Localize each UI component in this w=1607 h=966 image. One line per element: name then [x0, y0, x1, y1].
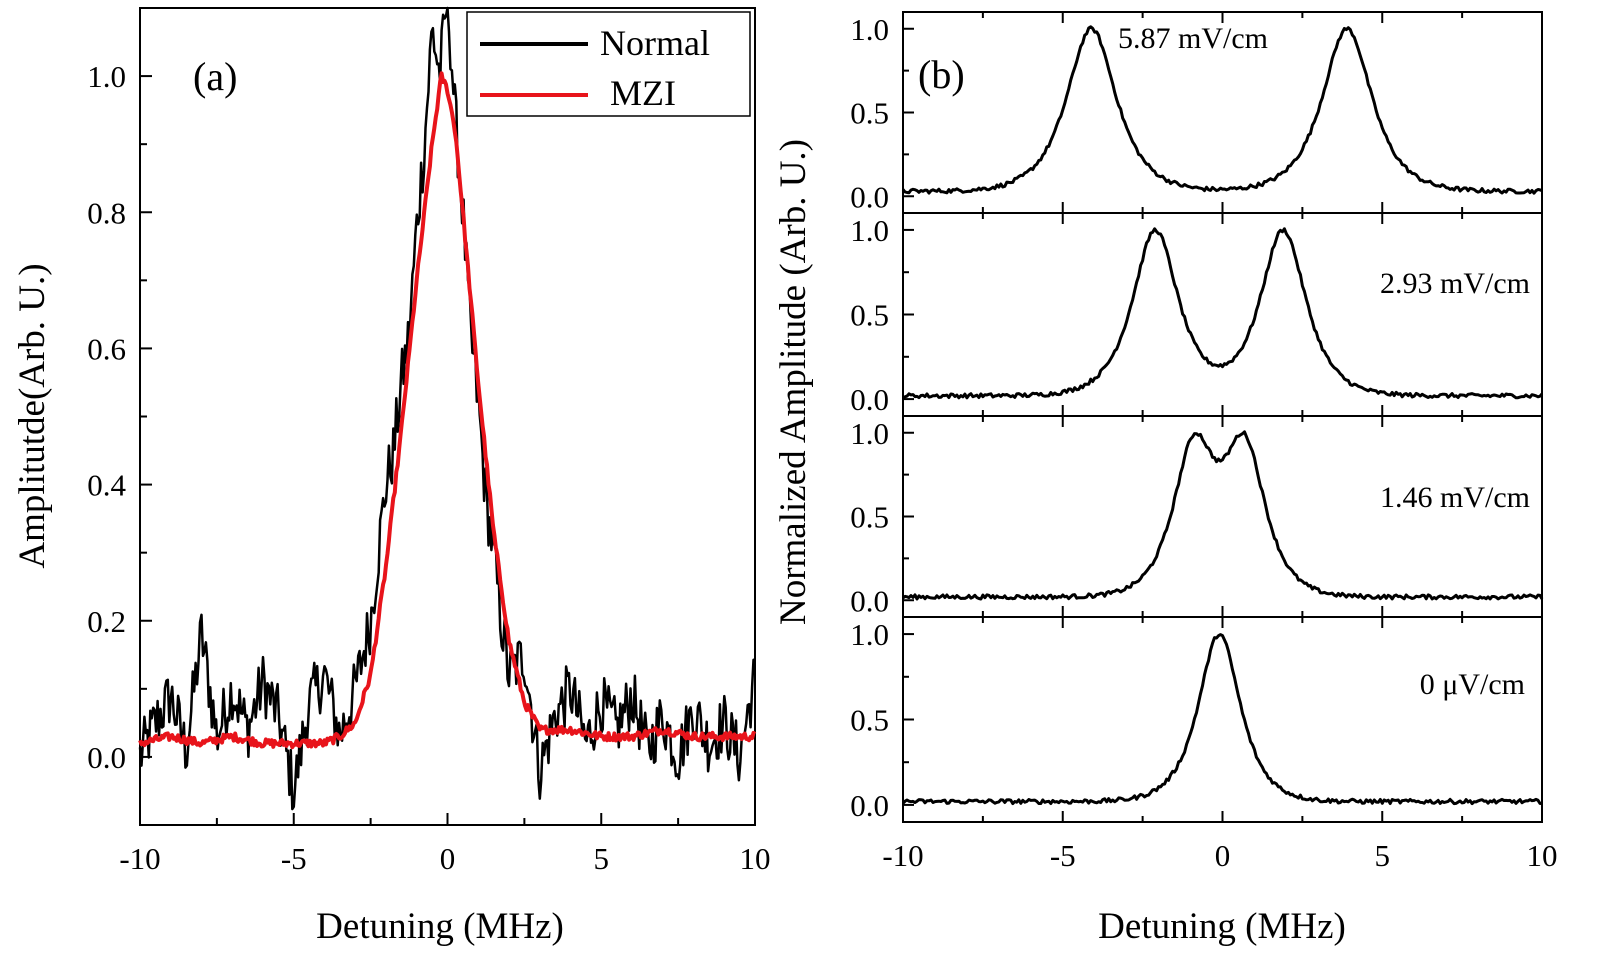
panel-b-subplot: 0.0 0.5 1.0 5.87 mV/cm	[850, 11, 1543, 214]
panel-b-chart: 0.00.51.0 5.87 mV/cm0.00.51.02.93 mV/cm0.…	[773, 11, 1558, 947]
panel-b-y-tick-label: 0.0	[850, 583, 889, 618]
panel-a-x-tick-label: 0	[440, 841, 456, 876]
panel-a-x-tick-label: -5	[281, 841, 307, 876]
panel-a-label: (a)	[193, 54, 237, 99]
legend-normal-label: Normal	[600, 23, 710, 63]
panel-b-x-tick-label: -10	[882, 838, 923, 873]
panel-b-x-tick-label: 0	[1215, 838, 1231, 873]
panel-a-legend: Normal MZI	[466, 11, 751, 117]
panel-a-y-axis-label: Amplitutde(Arb. U.)	[12, 263, 53, 568]
panel-a-lines	[138, 6, 757, 811]
panel-b-x-axis-label: Detuning (MHz)	[1098, 906, 1346, 947]
panel-b-y-tick-label: 1.0	[850, 617, 889, 652]
panel-b-subplot-frame	[902, 212, 1543, 417]
panel-b-subplot-frame	[902, 415, 1543, 618]
panel-a-chart: -10 -5 0 5 10 0.0 0.2 0.4 0.6 0.8 1.0 (a) Detuning…	[12, 6, 771, 947]
panel-b-y-tick-label: 1.0	[850, 213, 889, 248]
panel-b-label: (b)	[918, 52, 965, 97]
panel-b-spectrum-line	[901, 25, 1543, 195]
series-mzi-line	[138, 71, 757, 750]
legend-box	[466, 11, 751, 117]
panel-b-y-tick-label: 1.0	[850, 12, 889, 47]
panel-b-field-label: 0 μV/cm	[1420, 668, 1525, 701]
panel-b-y-tick-label: 0.5	[850, 96, 889, 131]
panel-b-spectrum-line	[901, 633, 1543, 806]
panel-b-y-tick-label: 1.0	[850, 416, 889, 451]
panel-b-y-tick-label: 0.0	[850, 382, 889, 417]
panel-a-x-tick-label: 10	[740, 841, 771, 876]
panel-a-y-tick-label: 0.2	[87, 604, 126, 639]
panel-b-x-tick-label: 10	[1527, 838, 1558, 873]
panel-b-y-tick-label: 0.0	[850, 179, 889, 214]
panel-b-subplot-frame	[902, 616, 1543, 823]
panel-b-spectrum-line	[902, 430, 1544, 601]
panel-a-y-tick-label: 0.4	[87, 468, 126, 503]
panel-b-y-tick-label: 0.5	[850, 500, 889, 535]
panel-b-y-tick-label: 0.5	[850, 703, 889, 738]
panel-b-subplot: 0.0 0.5 1.0 2.93 mV/cm	[850, 212, 1544, 417]
panel-b-subplots: 0.00.51.0 5.87 mV/cm0.00.51.02.93 mV/cm0.…	[850, 11, 1558, 873]
panel-b-y-axis-label: Normalized Amplitude (Arb. U.)	[773, 139, 814, 625]
panel-b-y-tick-label: 0.0	[850, 788, 889, 823]
panel-a-x-axis-label: Detuning (MHz)	[316, 906, 564, 947]
panel-b-y-tick-label: 0.5	[850, 298, 889, 333]
panel-a-y-tick-label: 0.8	[87, 195, 126, 230]
panel-b-subplot: 0.0 0.5 1.0 0 μV/cm	[850, 616, 1543, 823]
panel-b-field-label: 5.87 mV/cm	[1118, 22, 1268, 55]
panel-b-spectrum-line	[902, 227, 1544, 400]
series-normal-line	[138, 6, 756, 811]
panel-a-y-tick-label: 0.0	[87, 740, 126, 775]
panel-a-y-tick-label: 1.0	[87, 59, 126, 94]
panel-b-field-label: 2.93 mV/cm	[1380, 267, 1530, 300]
panel-b-field-label: 1.46 mV/cm	[1380, 481, 1530, 514]
panel-b-subplot: 0.0 0.5 1.0 1.46 mV/cm	[850, 415, 1544, 618]
panel-a-y-tick-label: 0.6	[87, 331, 126, 366]
panel-b-x-tick-label: 5	[1375, 838, 1391, 873]
panel-a-x-tick-label: 5	[594, 841, 610, 876]
panel-b-x-tick-label: -5	[1050, 838, 1076, 873]
legend-mzi-label: MZI	[610, 73, 676, 113]
panel-a-x-tick-label: -10	[119, 841, 160, 876]
